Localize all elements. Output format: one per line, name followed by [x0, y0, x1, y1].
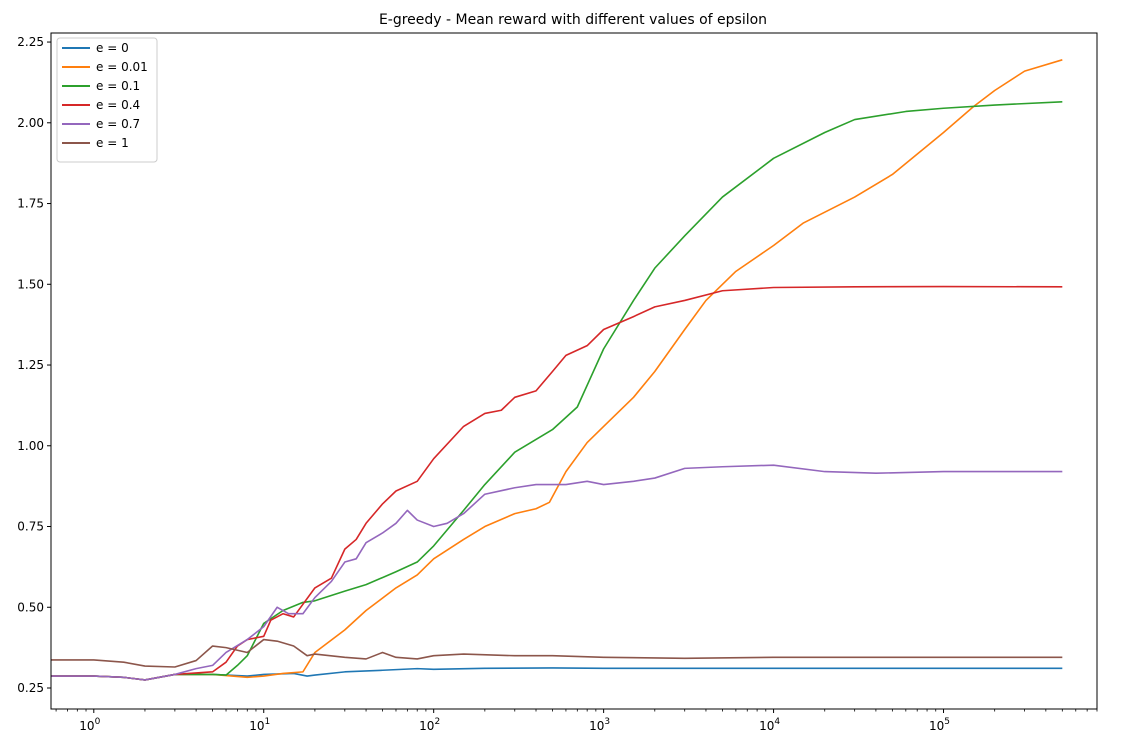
x-tick-label: 103	[589, 717, 610, 733]
y-tick-label: 1.75	[17, 197, 44, 211]
y-tick-label: 1.25	[17, 358, 44, 372]
x-tick-label: 105	[929, 717, 950, 733]
series-line-5	[51, 638, 1063, 668]
y-tick-label: 0.25	[17, 681, 44, 695]
y-axis: 0.25 0.50 0.75 1.00 1.25 1.50 1.75 2.00 2.25	[17, 35, 51, 695]
legend-label: e = 0.7	[96, 117, 140, 131]
axes-frame	[50, 32, 1098, 710]
x-tick-label: 101	[249, 717, 270, 733]
y-tick-label: 2.00	[17, 116, 44, 130]
plot-area	[51, 59, 1063, 681]
series-line-1	[51, 59, 1063, 681]
x-tick-label: 104	[759, 717, 780, 733]
y-tick-label: 0.50	[17, 600, 44, 614]
series-line-2	[51, 101, 1063, 681]
x-axis: 100 101 102 103 104 105	[55, 709, 1098, 733]
y-tick-label: 1.00	[17, 439, 44, 453]
legend: e = 0 e = 0.01 e = 0.1 e = 0.4 e = 0.7 e = 1	[56, 37, 158, 163]
y-tick-label: 0.75	[17, 520, 44, 534]
legend-box	[56, 37, 158, 163]
y-tick-label: 1.50	[17, 277, 44, 291]
legend-label: e = 0.1	[96, 79, 140, 93]
series-line-3	[51, 285, 1063, 681]
legend-label: e = 0.01	[96, 60, 148, 74]
legend-label: e = 1	[96, 136, 129, 150]
series-line-4	[51, 464, 1063, 681]
x-tick-label: 102	[419, 717, 440, 733]
legend-label: e = 0	[96, 41, 129, 55]
x-tick-label: 100	[79, 717, 100, 733]
legend-label: e = 0.4	[96, 98, 140, 112]
y-tick-label: 2.25	[17, 35, 44, 49]
chart-title: E-greedy - Mean reward with different va…	[379, 12, 767, 28]
